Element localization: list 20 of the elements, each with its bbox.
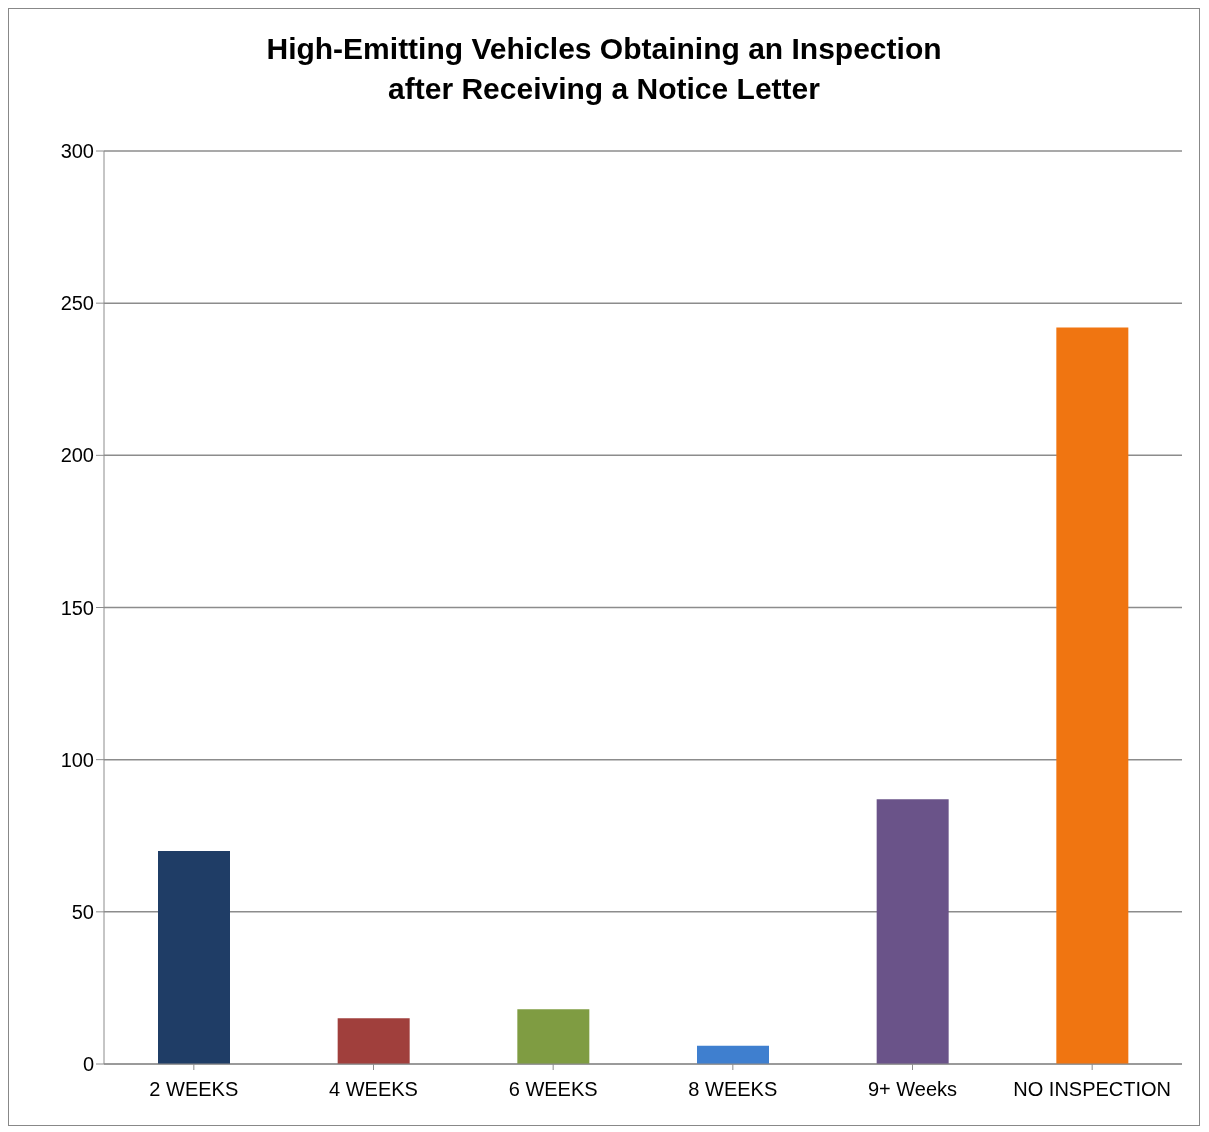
y-tick-label: 50 [71, 900, 94, 923]
x-tick-label: 8 WEEKS [688, 1078, 778, 1101]
y-tick-label: 150 [60, 596, 94, 619]
bar [517, 1009, 590, 1064]
x-tick-label: 4 WEEKS [329, 1078, 418, 1101]
x-tick-label: 9+ Weeks [867, 1078, 958, 1101]
x-tick-label: 2 WEEKS [149, 1078, 239, 1101]
y-tick-label: 250 [60, 292, 94, 315]
bar [337, 1018, 410, 1064]
y-tick-label: 0 [82, 1053, 94, 1076]
x-tick-label: NO INSPECTION [1013, 1078, 1172, 1101]
bar [697, 1045, 769, 1064]
y-tick-label: 300 [60, 140, 94, 163]
bar [876, 799, 949, 1064]
y-tick-label: 100 [60, 748, 94, 771]
y-tick-label: 200 [60, 444, 94, 467]
bar [1056, 327, 1129, 1064]
x-tick-label: 6 WEEKS [508, 1078, 598, 1101]
bar [158, 850, 230, 1064]
chart-title: High-Emitting Vehicles Obtaining an Inspection after Receiving a Notice Letter [265, 31, 943, 107]
